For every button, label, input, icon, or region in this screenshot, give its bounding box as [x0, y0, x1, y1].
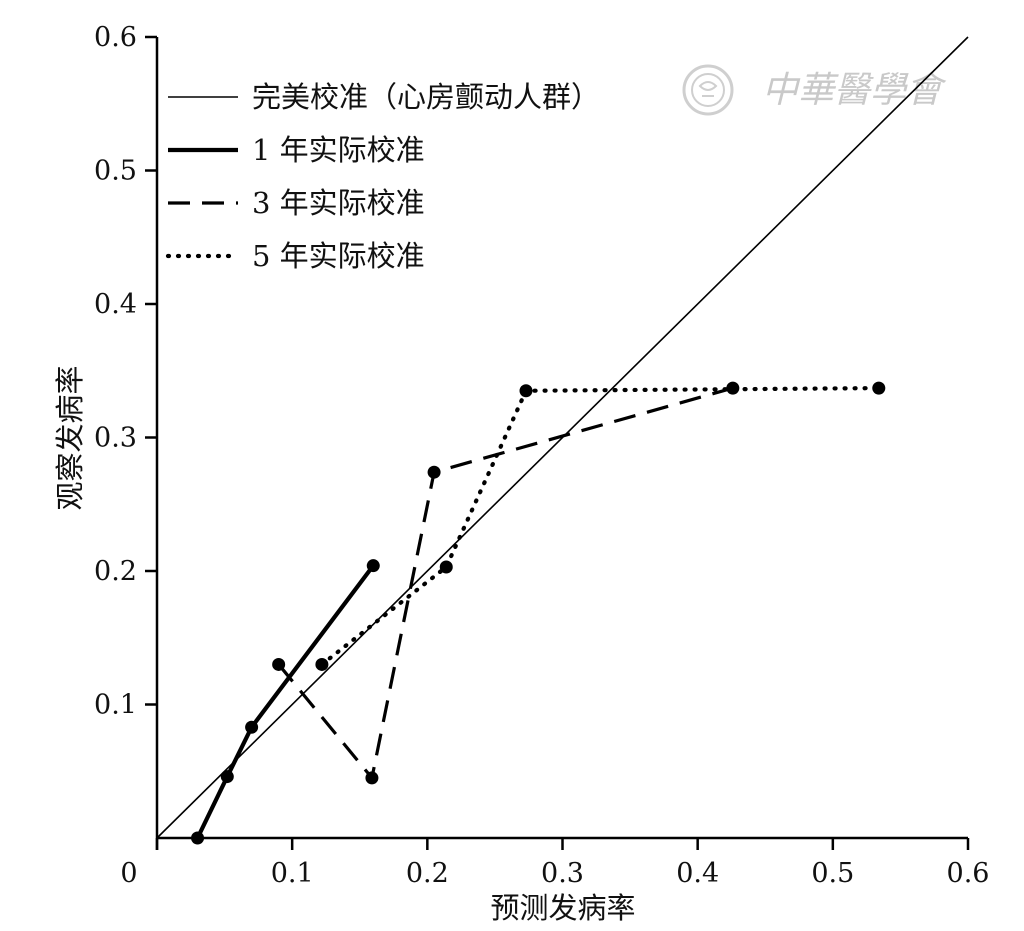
y-tick-label: 0.6 — [94, 22, 137, 53]
data-point — [220, 770, 234, 784]
data-point — [872, 381, 886, 395]
legend-item: 3 年实际校准 — [168, 186, 425, 220]
series-line — [195, 564, 375, 839]
x-tick-label: 0.3 — [541, 858, 584, 889]
data-point — [191, 831, 205, 845]
series-layer — [156, 36, 969, 845]
series-line — [319, 386, 881, 667]
axes: 0 0.1 0.2 0.3 0.4 0.5 0.6 0.1 0.2 0.3 0.4 0.5 0.6 — [94, 22, 989, 889]
y-tick-label: 0.3 — [94, 423, 137, 454]
data-point — [272, 657, 286, 671]
y-tick-label: 0.2 — [94, 556, 137, 587]
watermark: 中華醫學會 — [682, 64, 947, 116]
data-point — [315, 657, 329, 671]
y-axis-title: 观察发病率 — [53, 365, 87, 510]
data-point — [519, 384, 533, 398]
legend-label: 3 年实际校准 — [252, 186, 425, 220]
x-tick-label: 0.6 — [947, 858, 990, 889]
legend-label: 1 年实际校准 — [252, 133, 425, 167]
data-point — [366, 559, 380, 573]
legend-label: 完美校准（心房颤动人群） — [252, 80, 600, 114]
y-tick-label: 0.5 — [94, 156, 137, 187]
series-2 — [191, 559, 380, 845]
x-tick-label: 0.2 — [406, 858, 449, 889]
y-tick-label: 0.4 — [94, 289, 137, 320]
x-tick-label: 0.4 — [676, 858, 719, 889]
data-point — [427, 465, 441, 479]
x-axis-title: 预测发病率 — [490, 891, 635, 925]
series-3 — [272, 381, 740, 785]
y-tick-label: 0.1 — [94, 690, 137, 721]
x-tick-label: 0.5 — [811, 858, 854, 889]
watermark-text: 中華醫學會 — [762, 70, 947, 111]
series-line — [277, 386, 734, 782]
legend-item: 完美校准（心房颤动人群） — [168, 80, 600, 114]
data-point — [439, 560, 453, 574]
x-tick-label: 0 — [120, 858, 137, 889]
legend: 完美校准（心房颤动人群） 1 年实际校准 3 年实际校准 5 年实际校准 — [165, 80, 600, 273]
seal-icon — [682, 64, 734, 116]
legend-item: 5 年实际校准 — [165, 239, 425, 273]
series-4 — [315, 381, 886, 671]
legend-item: 1 年实际校准 — [168, 133, 425, 167]
data-point — [245, 720, 259, 734]
x-tick-label: 0.1 — [271, 858, 314, 889]
legend-label: 5 年实际校准 — [252, 239, 425, 273]
data-point — [365, 771, 379, 785]
